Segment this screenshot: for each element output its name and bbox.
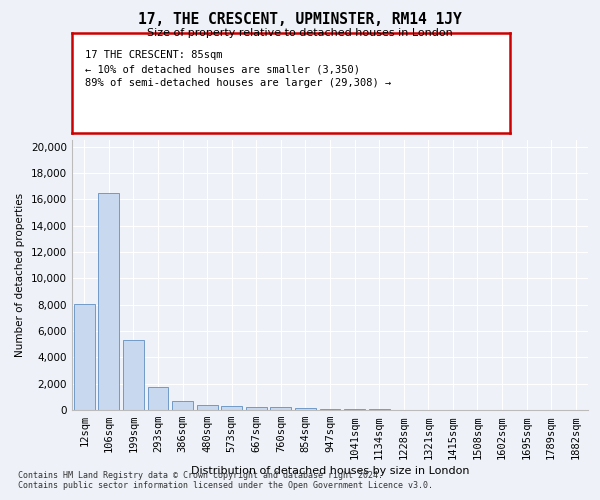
- Bar: [221, 406, 242, 410]
- Text: Contains HM Land Registry data © Crown copyright and database right 2024.
Contai: Contains HM Land Registry data © Crown c…: [18, 470, 433, 490]
- Bar: [344, 409, 365, 410]
- Bar: [320, 409, 340, 410]
- Bar: [123, 340, 144, 410]
- Text: 17 THE CRESCENT: 85sqm
← 10% of detached houses are smaller (3,350)
89% of semi-: 17 THE CRESCENT: 85sqm ← 10% of detached…: [85, 50, 391, 88]
- Y-axis label: Number of detached properties: Number of detached properties: [16, 193, 25, 357]
- Bar: [271, 408, 292, 410]
- Bar: [172, 401, 193, 410]
- Bar: [98, 192, 119, 410]
- X-axis label: Distribution of detached houses by size in London: Distribution of detached houses by size …: [191, 466, 469, 475]
- Bar: [197, 406, 218, 410]
- Bar: [74, 304, 95, 410]
- Bar: [295, 408, 316, 410]
- Text: 17, THE CRESCENT, UPMINSTER, RM14 1JY: 17, THE CRESCENT, UPMINSTER, RM14 1JY: [138, 12, 462, 28]
- Bar: [148, 387, 169, 410]
- Text: Size of property relative to detached houses in London: Size of property relative to detached ho…: [147, 28, 453, 38]
- Bar: [246, 407, 267, 410]
